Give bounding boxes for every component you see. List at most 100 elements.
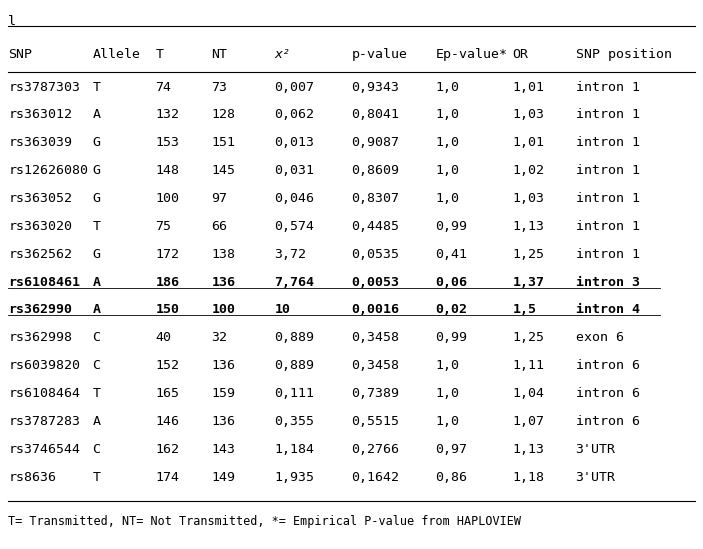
Text: 138: 138	[212, 248, 236, 261]
Text: C: C	[92, 442, 101, 456]
Text: 73: 73	[212, 81, 228, 93]
Text: 0,1642: 0,1642	[352, 470, 399, 484]
Text: 146: 146	[155, 415, 179, 428]
Text: 1,02: 1,02	[512, 164, 545, 177]
Text: 0,013: 0,013	[274, 136, 314, 149]
Text: 3'UTR: 3'UTR	[576, 470, 616, 484]
Text: Ep-value*: Ep-value*	[436, 48, 508, 61]
Text: A: A	[92, 276, 101, 289]
Text: intron 1: intron 1	[576, 220, 640, 233]
Text: rs6108461: rs6108461	[8, 276, 80, 289]
Text: rs3746544: rs3746544	[8, 442, 80, 456]
Text: 0,06: 0,06	[436, 276, 467, 289]
Text: 0,97: 0,97	[436, 442, 467, 456]
Text: 3'UTR: 3'UTR	[576, 442, 616, 456]
Text: T= Transmitted, NT= Not Transmitted, *= Empirical P-value from HAPLOVIEW: T= Transmitted, NT= Not Transmitted, *= …	[8, 515, 522, 528]
Text: C: C	[92, 331, 101, 344]
Text: T: T	[92, 81, 101, 93]
Text: intron 1: intron 1	[576, 248, 640, 261]
Text: 100: 100	[212, 304, 236, 316]
Text: 100: 100	[155, 192, 179, 205]
Text: exon 6: exon 6	[576, 331, 624, 344]
Text: 165: 165	[155, 387, 179, 400]
Text: 136: 136	[212, 359, 236, 372]
Text: SNP position: SNP position	[576, 48, 671, 61]
Text: 153: 153	[155, 136, 179, 149]
Text: 0,031: 0,031	[274, 164, 314, 177]
Text: 0,4485: 0,4485	[352, 220, 399, 233]
Text: C: C	[92, 359, 101, 372]
Text: 0,9343: 0,9343	[352, 81, 399, 93]
Text: 172: 172	[155, 248, 179, 261]
Text: 1,04: 1,04	[512, 387, 545, 400]
Text: 1,935: 1,935	[274, 470, 314, 484]
Text: 0,41: 0,41	[436, 248, 467, 261]
Text: 0,0535: 0,0535	[352, 248, 399, 261]
Text: 1,01: 1,01	[512, 81, 545, 93]
Text: 150: 150	[155, 304, 179, 316]
Text: 1,184: 1,184	[274, 442, 314, 456]
Text: intron 1: intron 1	[576, 192, 640, 205]
Text: 1,25: 1,25	[512, 331, 545, 344]
Text: rs363012: rs363012	[8, 109, 72, 121]
Text: 0,0053: 0,0053	[352, 276, 399, 289]
Text: 1,0: 1,0	[436, 109, 460, 121]
Text: intron 3: intron 3	[576, 276, 640, 289]
Text: 1,18: 1,18	[512, 470, 545, 484]
Text: 136: 136	[212, 276, 236, 289]
Text: 0,574: 0,574	[274, 220, 314, 233]
Text: intron 1: intron 1	[576, 109, 640, 121]
Text: A: A	[92, 109, 101, 121]
Text: intron 6: intron 6	[576, 387, 640, 400]
Text: A: A	[92, 304, 101, 316]
Text: intron 4: intron 4	[576, 304, 640, 316]
Text: 0,3458: 0,3458	[352, 359, 399, 372]
Text: 0,8307: 0,8307	[352, 192, 399, 205]
Text: rs12626080: rs12626080	[8, 164, 89, 177]
Text: intron 1: intron 1	[576, 164, 640, 177]
Text: intron 1: intron 1	[576, 81, 640, 93]
Text: 0,0016: 0,0016	[352, 304, 399, 316]
Text: T: T	[92, 387, 101, 400]
Text: A: A	[92, 415, 101, 428]
Text: 66: 66	[212, 220, 228, 233]
Text: rs6108464: rs6108464	[8, 387, 80, 400]
Text: 148: 148	[155, 164, 179, 177]
Text: 1,0: 1,0	[436, 387, 460, 400]
Text: OR: OR	[512, 48, 529, 61]
Text: rs363020: rs363020	[8, 220, 72, 233]
Text: 97: 97	[212, 192, 228, 205]
Text: intron 6: intron 6	[576, 359, 640, 372]
Text: 0,889: 0,889	[274, 331, 314, 344]
Text: 1,37: 1,37	[512, 276, 545, 289]
Text: 0,046: 0,046	[274, 192, 314, 205]
Text: 0,9087: 0,9087	[352, 136, 399, 149]
Text: 1,03: 1,03	[512, 192, 545, 205]
Text: 143: 143	[212, 442, 236, 456]
Text: NT: NT	[212, 48, 228, 61]
Text: rs362990: rs362990	[8, 304, 72, 316]
Text: x²: x²	[274, 48, 290, 61]
Text: 0,5515: 0,5515	[352, 415, 399, 428]
Text: 1,07: 1,07	[512, 415, 545, 428]
Text: 75: 75	[155, 220, 172, 233]
Text: 162: 162	[155, 442, 179, 456]
Text: 132: 132	[155, 109, 179, 121]
Text: l: l	[8, 15, 16, 28]
Text: 1,5: 1,5	[512, 304, 536, 316]
Text: 0,007: 0,007	[274, 81, 314, 93]
Text: 0,111: 0,111	[274, 387, 314, 400]
Text: 149: 149	[212, 470, 236, 484]
Text: 159: 159	[212, 387, 236, 400]
Text: 1,13: 1,13	[512, 220, 545, 233]
Text: rs363039: rs363039	[8, 136, 72, 149]
Text: 174: 174	[155, 470, 179, 484]
Text: 151: 151	[212, 136, 236, 149]
Text: 0,99: 0,99	[436, 331, 467, 344]
Text: rs3787303: rs3787303	[8, 81, 80, 93]
Text: Allele: Allele	[92, 48, 141, 61]
Text: 1,0: 1,0	[436, 81, 460, 93]
Text: 74: 74	[155, 81, 172, 93]
Text: 0,062: 0,062	[274, 109, 314, 121]
Text: G: G	[92, 136, 101, 149]
